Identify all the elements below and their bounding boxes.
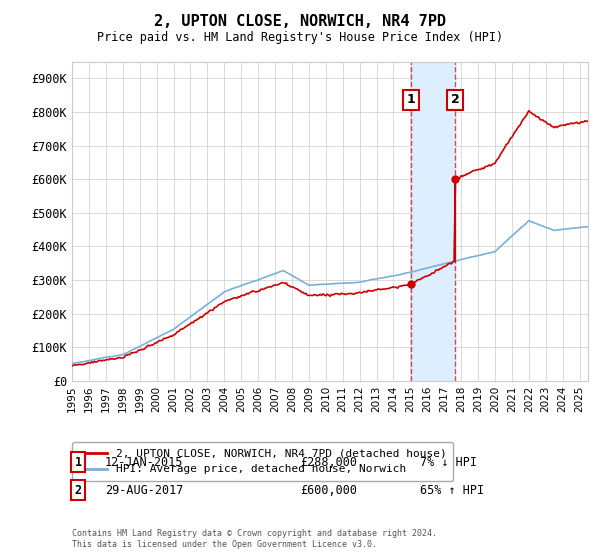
Text: Price paid vs. HM Land Registry's House Price Index (HPI): Price paid vs. HM Land Registry's House … [97,31,503,44]
Text: 29-AUG-2017: 29-AUG-2017 [105,483,184,497]
Text: Contains HM Land Registry data © Crown copyright and database right 2024.
This d: Contains HM Land Registry data © Crown c… [72,529,437,549]
Text: 12-JAN-2015: 12-JAN-2015 [105,455,184,469]
Text: 1: 1 [407,94,415,106]
Text: 7% ↓ HPI: 7% ↓ HPI [420,455,477,469]
Text: £600,000: £600,000 [300,483,357,497]
Text: 1: 1 [74,455,82,469]
Text: 2, UPTON CLOSE, NORWICH, NR4 7PD: 2, UPTON CLOSE, NORWICH, NR4 7PD [154,14,446,29]
Text: 2: 2 [74,483,82,497]
Legend: 2, UPTON CLOSE, NORWICH, NR4 7PD (detached house), HPI: Average price, detached : 2, UPTON CLOSE, NORWICH, NR4 7PD (detach… [73,442,453,481]
Text: 2: 2 [451,94,460,106]
Bar [411,62,455,381]
Text: 65% ↑ HPI: 65% ↑ HPI [420,483,484,497]
Text: £288,000: £288,000 [300,455,357,469]
